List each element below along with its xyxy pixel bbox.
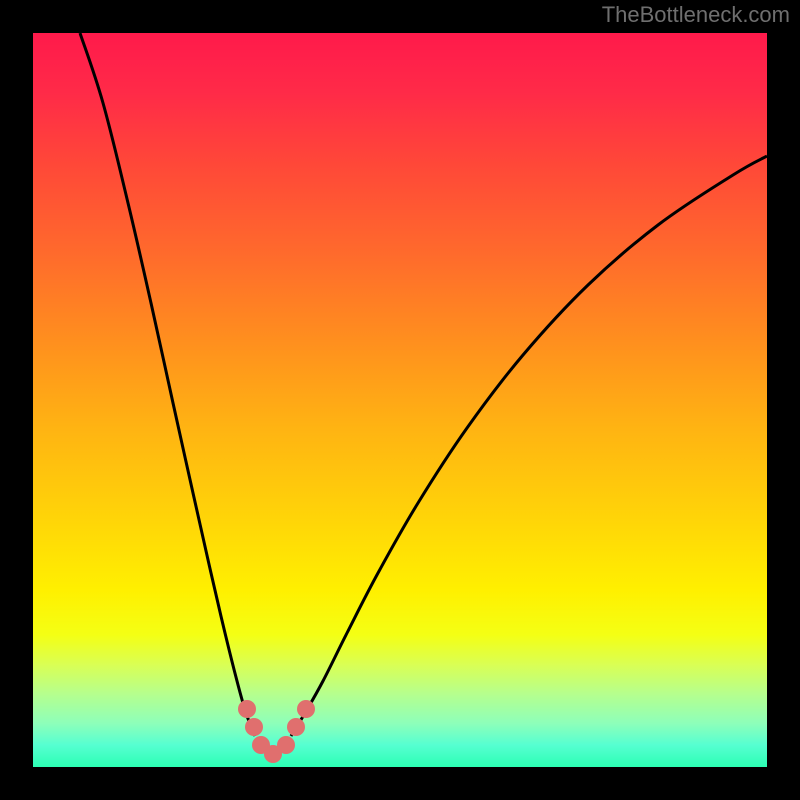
chart-frame: TheBottleneck.com xyxy=(0,0,800,800)
curve-left-branch xyxy=(80,33,255,736)
plot-area xyxy=(33,33,767,767)
dip-marker xyxy=(238,700,315,763)
watermark-text: TheBottleneck.com xyxy=(602,2,790,28)
curve-layer xyxy=(33,33,767,767)
curve-right-branch xyxy=(291,156,767,736)
